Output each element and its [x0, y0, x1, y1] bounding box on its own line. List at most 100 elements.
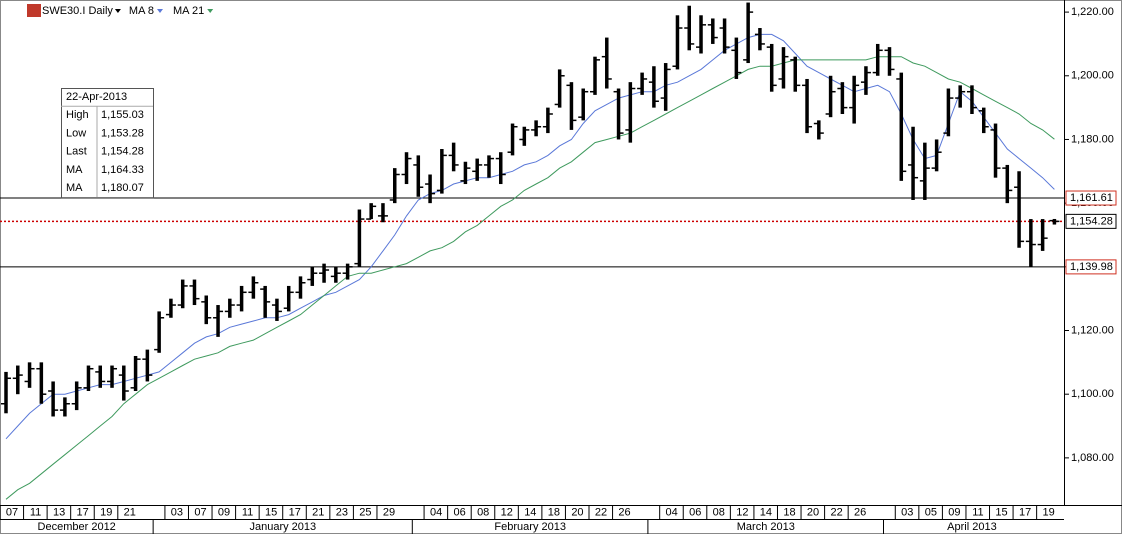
info-date: 22-Apr-2013 — [66, 91, 127, 103]
x-tick-label: 14 — [524, 506, 536, 518]
month-label: March 2013 — [737, 521, 795, 533]
y-tick-label: 1,080.00 — [1071, 452, 1114, 464]
ohlc-bar — [201, 295, 212, 325]
dropdown-arrow — [157, 9, 163, 13]
info-label: MA — [66, 182, 83, 194]
x-tick-label: 17 — [289, 506, 301, 518]
ohlc-bar — [483, 155, 494, 178]
ohlc-bar — [707, 18, 718, 44]
ohlc-bar — [908, 126, 919, 200]
ohlc-bar — [319, 263, 330, 283]
x-tick-label: 21 — [312, 506, 324, 518]
ohlc-bar — [342, 263, 353, 280]
month-label: January 2013 — [249, 521, 316, 533]
x-tick-label: 17 — [1019, 506, 1031, 518]
info-label: Last — [66, 146, 87, 158]
x-tick-label: 12 — [501, 506, 513, 518]
ohlc-bar — [590, 56, 600, 95]
ohlc-bar — [637, 72, 648, 95]
y-tick-label: 1,180.00 — [1071, 133, 1114, 145]
chart-title[interactable]: SWE30.I Daily — [42, 5, 113, 17]
ohlc-bar — [696, 15, 707, 54]
x-tick-label: 15 — [265, 506, 277, 518]
ohlc-bar — [849, 75, 860, 124]
legend-entry[interactable]: MA 21 — [173, 5, 204, 17]
ohlc-bar — [154, 311, 165, 353]
x-tick-label: 22 — [830, 506, 842, 518]
ohlc-bar — [118, 365, 129, 401]
ohlc-bar — [802, 78, 813, 134]
x-tick-label: 06 — [689, 506, 701, 518]
ohlc-bar — [472, 158, 483, 181]
ohlc-bar — [366, 203, 377, 220]
ohlc-bar — [519, 126, 530, 146]
ohlc-bar — [330, 266, 341, 283]
month-label: April 2013 — [947, 521, 997, 533]
price-label-box — [1065, 259, 1117, 275]
ohlc-bar — [283, 285, 294, 312]
ohlc-bar — [495, 152, 506, 185]
ohlc-bar — [919, 142, 930, 200]
ohlc-bar — [978, 107, 989, 134]
info-label: MA — [66, 164, 83, 176]
ohlc-bar — [625, 82, 636, 143]
ohlc-bar — [825, 75, 836, 118]
x-tick-label: 04 — [666, 506, 678, 518]
y-tick-label: 1,120.00 — [1071, 324, 1114, 336]
ohlc-bar — [107, 365, 118, 388]
info-label: High — [66, 109, 89, 121]
ohlc-bar — [460, 161, 471, 185]
x-tick-label: 25 — [359, 506, 371, 518]
price-label-box — [1065, 190, 1117, 206]
x-tick-label: 23 — [336, 506, 348, 518]
ohlc-bar — [401, 152, 412, 185]
ohlc-bar — [743, 2, 754, 64]
ohlc-bar — [24, 362, 35, 388]
ohlc-bar — [295, 276, 306, 299]
ohlc-bar — [943, 88, 954, 137]
x-tick-label: 15 — [995, 506, 1007, 518]
ohlc-bar — [448, 142, 459, 172]
ohlc-bar — [248, 276, 259, 299]
ohlc-bar — [872, 43, 883, 76]
ma-line — [5, 33, 1055, 440]
info-value: 1,153.28 — [101, 127, 144, 139]
x-tick-label: 09 — [218, 506, 230, 518]
legend-entry[interactable]: MA 8 — [129, 5, 154, 17]
ohlc-bar — [436, 149, 447, 194]
ohlc-bar — [142, 349, 153, 382]
ohlc-bar — [224, 298, 235, 318]
info-label: Low — [66, 127, 86, 139]
ohlc-bar — [12, 365, 23, 395]
x-tick-label: 03 — [901, 506, 913, 518]
last-price-box — [1065, 213, 1117, 229]
ohlc-bar — [1014, 171, 1025, 248]
x-tick-label: 19 — [1043, 506, 1055, 518]
info-value: 1,180.07 — [101, 182, 144, 194]
ohlc-bar — [1, 371, 11, 414]
price-label: 1,139.98 — [1070, 261, 1113, 273]
ohlc-bar — [425, 174, 436, 204]
ohlc-bar — [884, 47, 895, 76]
ohlc-bar — [507, 123, 518, 156]
ohlc-bar — [766, 43, 777, 92]
x-tick-label: 04 — [430, 506, 442, 518]
ohlc-bar — [389, 168, 400, 204]
x-tick-label: 11 — [242, 506, 253, 518]
ohlc-bar — [189, 279, 200, 306]
ohlc-bar — [1002, 164, 1013, 204]
x-tick-label: 14 — [760, 506, 772, 518]
ohlc-bar — [955, 85, 966, 108]
ohlc-bar — [613, 88, 624, 140]
info-value: 1,164.33 — [101, 164, 144, 176]
ohlc-bar — [813, 120, 824, 140]
x-tick-label: 03 — [171, 506, 183, 518]
symbol-icon — [27, 4, 41, 17]
ohlc-bar — [754, 28, 765, 51]
ohlc-bar — [271, 298, 282, 321]
ohlc-bar — [778, 47, 789, 89]
ohlc-bar — [36, 362, 47, 404]
ohlc-bar — [896, 72, 907, 181]
